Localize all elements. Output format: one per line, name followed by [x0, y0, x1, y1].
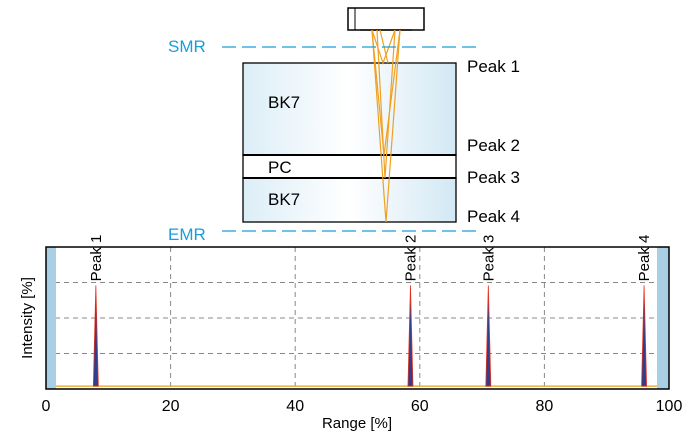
- peak-label-1: Peak 1: [88, 235, 105, 282]
- layer-label-bk7-top: BK7: [268, 93, 300, 112]
- stack-peak-label-2: Peak 2: [467, 136, 520, 155]
- sensor-head-icon: [347, 7, 425, 31]
- range-edges: [46, 247, 669, 389]
- x-tick-0: 0: [42, 398, 51, 415]
- peak-3: [485, 285, 492, 387]
- stack-peak-label-3: Peak 3: [467, 168, 520, 187]
- peak-label-4: Peak 4: [636, 235, 653, 282]
- y-axis-label: Intensity [%]: [19, 277, 36, 359]
- layer-bk7-top: [242, 62, 457, 156]
- chart-peaks: Peak 1 Peak 2 Peak 3 Peak 4: [88, 235, 653, 387]
- peak-label-2: Peak 2: [402, 235, 419, 282]
- stack-peak-label-4: Peak 4: [467, 207, 520, 226]
- x-tick-100: 100: [656, 398, 683, 415]
- x-tick-80: 80: [536, 398, 554, 415]
- glass-stack: [242, 62, 457, 223]
- x-axis-label: Range [%]: [322, 415, 392, 432]
- x-tick-60: 60: [411, 398, 429, 415]
- layer-label-bk7-bottom: BK7: [268, 190, 300, 209]
- chart-grid: [46, 247, 669, 389]
- range-start-band: [46, 247, 56, 389]
- x-tick-20: 20: [162, 398, 180, 415]
- range-end-band: [657, 247, 669, 389]
- smr-label: SMR: [168, 37, 206, 56]
- layer-label-pc: PC: [268, 158, 292, 177]
- peak-4: [641, 285, 647, 387]
- chart-frame: [45, 246, 670, 390]
- stack-peak-label-1: Peak 1: [467, 57, 520, 76]
- peak-2: [407, 285, 414, 387]
- emr-label: EMR: [168, 225, 206, 244]
- x-tick-40: 40: [286, 398, 304, 415]
- peak-label-3: Peak 3: [480, 235, 497, 282]
- peak-1: [92, 285, 99, 387]
- x-tick-labels: 0 20 40 60 80 100: [42, 398, 683, 415]
- intensity-chart: Peak 1 Peak 2 Peak 3 Peak 4 0 20 40 60 80 100: [42, 235, 683, 415]
